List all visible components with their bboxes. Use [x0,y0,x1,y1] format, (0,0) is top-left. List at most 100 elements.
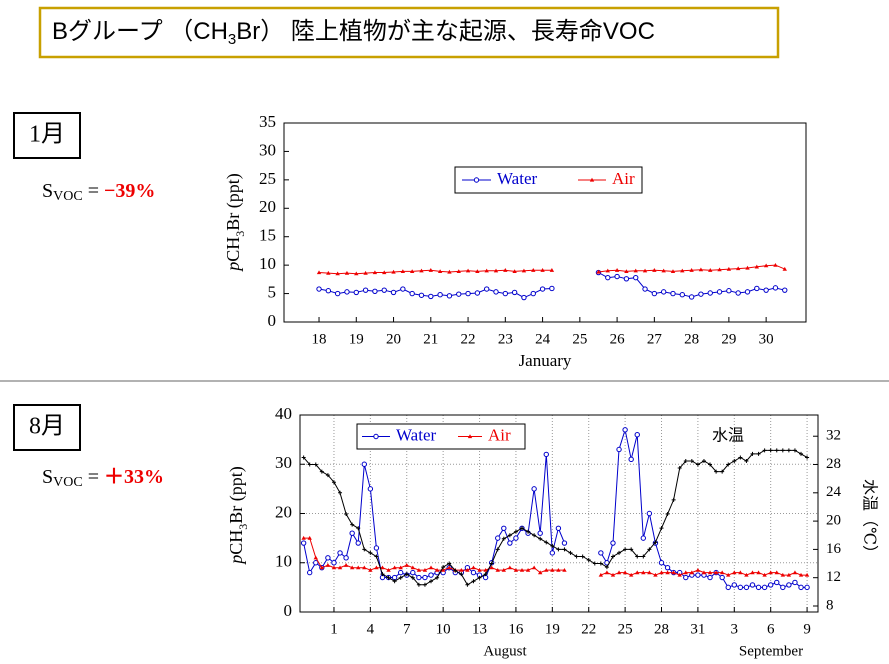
y-label-sub: 3 [236,524,250,530]
point [410,575,415,580]
point [761,584,768,591]
x-tick-label: 24 [535,331,551,347]
point [665,570,670,575]
point [768,448,773,453]
point [586,558,591,563]
x-tick-label: 10 [436,621,451,637]
point [410,565,416,570]
x-tick-label: 4 [367,621,375,637]
title-part: Bグループ （CH [52,18,228,45]
y-tick-label: 25 [259,169,276,188]
point [725,584,731,591]
point [635,570,640,575]
y2-tick-label: 16 [826,541,842,557]
point [713,570,719,575]
point [755,584,762,591]
point [301,535,306,540]
y-tick-label: 30 [275,453,292,472]
point [719,570,725,575]
point [337,550,343,556]
point [754,285,760,292]
point [465,290,471,297]
point [326,270,331,275]
point [623,276,630,282]
point [604,565,609,570]
point [731,582,737,588]
point [633,274,639,281]
svoc-value: ＋33% [104,466,164,488]
y-axis-label: pCH3Br (ppt) [223,173,247,273]
point [762,448,767,453]
point [642,268,648,273]
point [743,584,750,591]
y-tick-label: 30 [259,140,276,159]
point [325,288,332,294]
point [429,579,434,584]
point [386,567,391,572]
point [435,575,440,580]
point [511,289,518,296]
point [362,287,369,293]
point [646,510,653,517]
point [437,269,443,273]
point [437,292,443,298]
point [580,554,585,559]
y-label-part: p [223,262,243,273]
point [363,270,368,275]
point [719,574,725,581]
y-tick-label: 10 [259,254,276,273]
x-group-label: August [483,643,527,659]
x-tick-label: 29 [721,331,736,347]
point [714,469,719,474]
point [416,574,422,581]
point [447,561,452,566]
point [763,287,769,293]
point [629,547,634,552]
point [708,268,713,272]
point [368,550,373,555]
point [440,567,446,572]
point [471,579,476,584]
point [767,582,774,588]
svoc-sub: VOC [53,189,83,204]
point [372,288,378,294]
point [422,582,427,587]
svoc-s: S [42,180,53,202]
point [373,433,379,440]
point [526,529,531,534]
y2-tick-label: 8 [826,597,834,613]
point [355,540,361,546]
point [689,570,695,575]
point [397,569,404,576]
point [652,268,657,272]
point [677,466,682,471]
point [362,547,367,552]
point [726,572,731,577]
point [367,486,374,492]
point [380,565,385,570]
point [665,512,670,517]
x-axis-label: January [519,351,572,370]
series-line [318,272,785,299]
x-tick-label: 27 [647,331,663,347]
x-tick-label: 22 [461,331,476,347]
month-box [13,404,81,451]
point [520,526,524,531]
point [574,554,579,559]
y-tick-label: 35 [259,112,276,131]
point [754,264,760,269]
point [456,269,461,273]
point [659,526,664,531]
point [596,269,601,274]
point [319,469,324,474]
point [622,570,628,575]
point [716,289,723,295]
point [313,462,318,467]
point [331,560,337,566]
point [338,490,343,495]
y-tick-label: 10 [275,552,292,571]
point [447,269,452,274]
point [459,572,464,577]
point [688,294,695,300]
point [756,570,761,575]
